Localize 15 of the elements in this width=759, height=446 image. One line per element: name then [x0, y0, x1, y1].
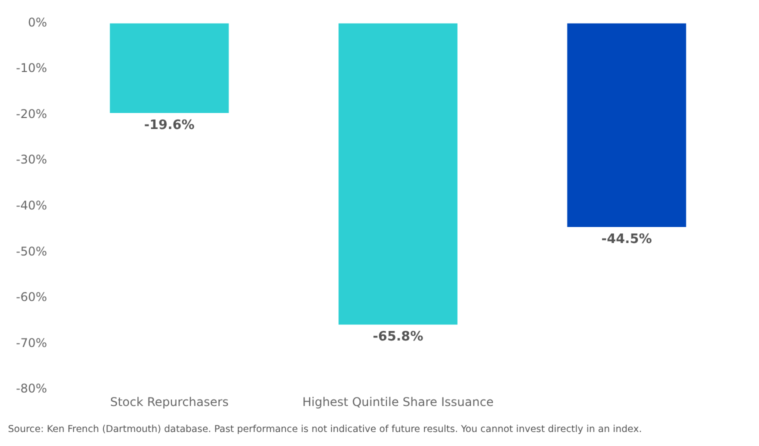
- y-tick-label: -30%: [16, 152, 47, 167]
- y-tick-label: -40%: [16, 198, 47, 213]
- y-tick-label: -20%: [16, 106, 47, 121]
- y-tick-label: -10%: [16, 61, 47, 76]
- y-tick-label: -50%: [16, 244, 47, 258]
- y-tick-label: -60%: [16, 290, 47, 304]
- x-tick-label: Highest Quintile Share Issuance: [302, 394, 494, 409]
- x-tick-label: Stock Repurchasers: [110, 394, 229, 409]
- source-note: Source: Ken French (Dartmouth) database. Past performance is not indicative of future results. You cannot invest directly in an index.: [8, 424, 643, 435]
- data-label: -44.5%: [601, 232, 652, 247]
- y-tick-label: 0%: [28, 15, 47, 30]
- data-label: -65.8%: [372, 329, 424, 344]
- y-tick-label: -80%: [16, 382, 47, 396]
- data-label: -19.6%: [144, 118, 195, 133]
- y-tick-label: -70%: [16, 336, 47, 350]
